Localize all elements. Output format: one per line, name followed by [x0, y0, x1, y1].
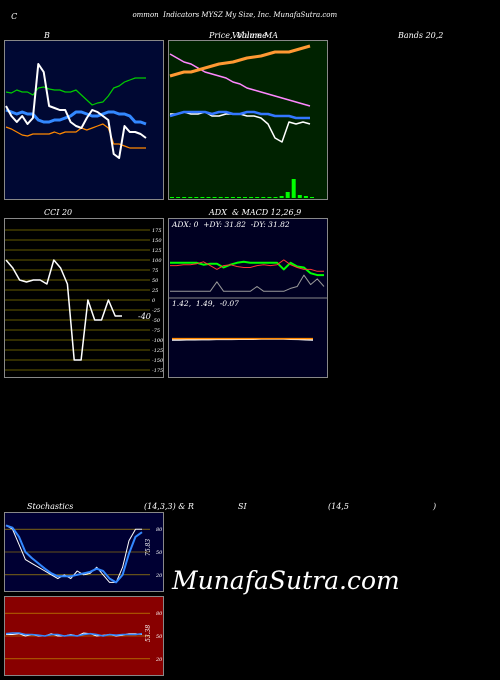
cci-tick-label: -150 — [152, 358, 164, 364]
stoch-label-e: ) — [433, 502, 437, 511]
bb-line-lower — [5, 123, 146, 149]
rsi-value-label: 53.38 — [145, 625, 152, 642]
cci-tick-label: 175 — [152, 228, 162, 234]
rsi-panel: 80 50 20 53.38 — [4, 596, 164, 676]
title-text: ommon Indicators MYSZ My Size, Inc. Muna… — [132, 11, 338, 19]
volume-bar — [188, 197, 193, 198]
volume-bar — [249, 197, 254, 198]
volume-bar — [230, 197, 235, 198]
volume-bar — [279, 196, 284, 198]
volume-bar — [212, 197, 217, 198]
stoch-tick-label: 50 — [156, 550, 163, 556]
price-line-ma-orange — [169, 44, 311, 78]
cci-tick-label: 50 — [152, 278, 159, 284]
stoch-value-label: 75.83 — [145, 539, 152, 556]
adx-macd-label: ADX & MACD 12,26,9 — [209, 208, 302, 217]
volume-bar — [194, 197, 199, 198]
cci-tick-label: 150 — [152, 238, 162, 244]
volume-bar — [310, 197, 314, 198]
volume-bar — [297, 195, 302, 198]
cci-tick-label: 0 — [152, 298, 156, 304]
stoch-line-d — [5, 524, 143, 584]
bollinger-panel — [4, 40, 164, 200]
stoch-label-c: SI — [238, 502, 247, 511]
stoch-label-d: (14,5 — [328, 502, 349, 511]
cci-value-label: -40 — [138, 312, 151, 321]
stoch-tick-label: 20 — [155, 573, 163, 579]
volume-bar — [200, 197, 205, 198]
chart-page-subtitle: ommon Indicators MYSZ My Size, Inc. Muna… — [128, 3, 337, 19]
macd-values: 1.42, 1.49, -0.07 — [172, 299, 239, 308]
volume-bar — [176, 197, 181, 198]
stoch-tick-label: 80 — [156, 527, 163, 533]
price-panel — [168, 40, 328, 200]
volume-bar — [291, 179, 296, 198]
rsi-tick-label: 20 — [155, 657, 163, 663]
adx-macd-panel: ADX: 0 +DY: 31.82 -DY: 31.82 1.42, 1.49,… — [168, 218, 328, 378]
bands-label: Bands 20,2 — [398, 31, 444, 40]
adx-values: ADX: 0 +DY: 31.82 -DY: 31.82 — [172, 220, 290, 229]
cci-tick-label: 75 — [152, 268, 158, 274]
price-label-c: Volume — [237, 31, 267, 40]
bb-line-middle — [5, 108, 147, 126]
bollinger-chart — [4, 40, 164, 200]
stoch-label-a: Stochastics — [27, 502, 74, 511]
rsi-tick-label: 80 — [156, 611, 163, 617]
cci-tick-label: -100 — [152, 338, 164, 344]
volume-bar — [285, 192, 290, 198]
cci-tick-label: -50 — [152, 318, 161, 324]
volume-bar — [237, 197, 241, 198]
volume-bar — [267, 197, 272, 198]
price-volume-chart — [168, 40, 328, 200]
cci-tick-label: -25 — [152, 308, 160, 314]
title-initial: C — [11, 12, 18, 21]
price-line-ma-pink — [169, 53, 311, 107]
cci-tick-label: 100 — [152, 258, 162, 264]
volume-bar — [243, 197, 247, 198]
chart-page-title: C — [6, 3, 17, 21]
volume-bar — [206, 197, 211, 198]
rsi-chart: 80 50 20 53.38 — [4, 596, 164, 676]
stochastics-chart: 80 50 20 75.83 — [4, 512, 164, 592]
volume-bar — [273, 197, 278, 198]
cci-tick-label: 125 — [152, 248, 162, 254]
bb-label: B — [44, 31, 50, 40]
cci-chart: 175 150 125 100 75 50 25 0 -25 -50 -75 -100 -125 -150… — [4, 218, 164, 378]
adx-line-adx — [170, 274, 325, 292]
cci-tick-label: 25 — [151, 288, 158, 294]
cci-panel: 175 150 125 100 75 50 25 0 -25 -50 -75 -100 -125 -150… — [4, 218, 164, 378]
cci-tick-label: -175 — [152, 368, 163, 374]
rsi-tick-label: 50 — [156, 634, 163, 640]
cci-tick-label: -75 — [152, 328, 160, 334]
adx-line-plus-dy — [170, 260, 324, 277]
bb-line-price — [5, 63, 147, 159]
volume-bar — [261, 197, 266, 198]
price-label-b: Volume — [232, 31, 262, 40]
adx-macd-chart — [168, 218, 328, 378]
cci-tick-label: -125 — [152, 348, 163, 354]
panel-background — [4, 218, 164, 378]
volume-bar — [170, 197, 174, 198]
cci-line — [5, 259, 122, 361]
rsi-line-rsi-avg — [5, 632, 143, 637]
volume-bar — [182, 197, 187, 198]
price-line-ma-blue — [169, 110, 310, 120]
panel-background — [4, 40, 164, 200]
volume-bar — [255, 197, 260, 198]
watermark: MunafaSutra.com — [172, 566, 400, 595]
volume-bar — [303, 196, 308, 198]
cci-label: CCI 20 — [44, 208, 73, 217]
bb-line-upper — [5, 77, 146, 106]
volume-bar — [218, 197, 223, 198]
stoch-panel: 80 50 20 75.83 — [4, 512, 164, 592]
price-label-d: MA — [264, 31, 278, 40]
volume-bar — [224, 197, 229, 198]
adx-line-minus-dy — [170, 259, 324, 272]
stoch-label-b: (14,3,3) & R — [144, 502, 194, 511]
price-label-a: Price, — [209, 31, 233, 40]
